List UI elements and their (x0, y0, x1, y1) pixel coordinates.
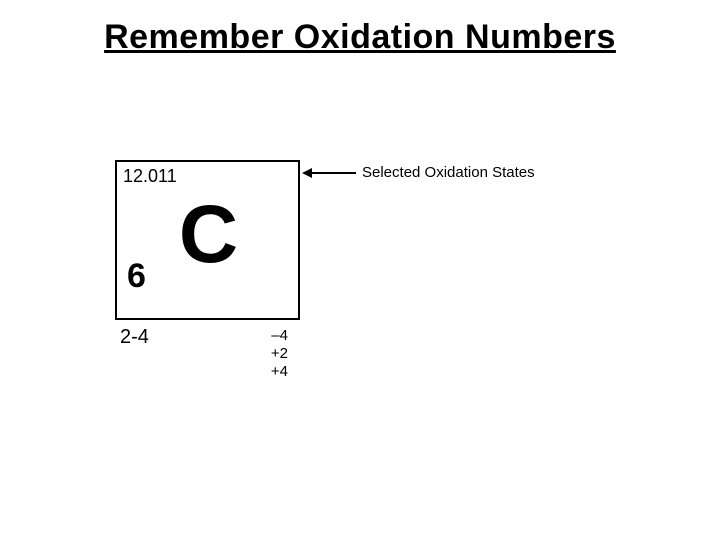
oxidation-state: +2 (271, 345, 288, 363)
oxidation-state: +4 (271, 363, 288, 381)
atomic-mass: 12.011 (123, 166, 177, 187)
oxidation-state: –4 (271, 327, 288, 345)
callout-arrow-line (306, 172, 356, 174)
electron-configuration: 2-4 (120, 326, 149, 349)
atomic-number: 6 (127, 257, 146, 296)
oxidation-states-list: –4 +2 +4 (271, 327, 288, 381)
callout-label: Selected Oxidation States (362, 164, 535, 181)
callout-arrow-head-icon (302, 168, 312, 178)
periodic-element-tile: 12.011 C 6 –4 +2 +4 (115, 160, 300, 320)
page-title: Remember Oxidation Numbers (0, 18, 720, 57)
